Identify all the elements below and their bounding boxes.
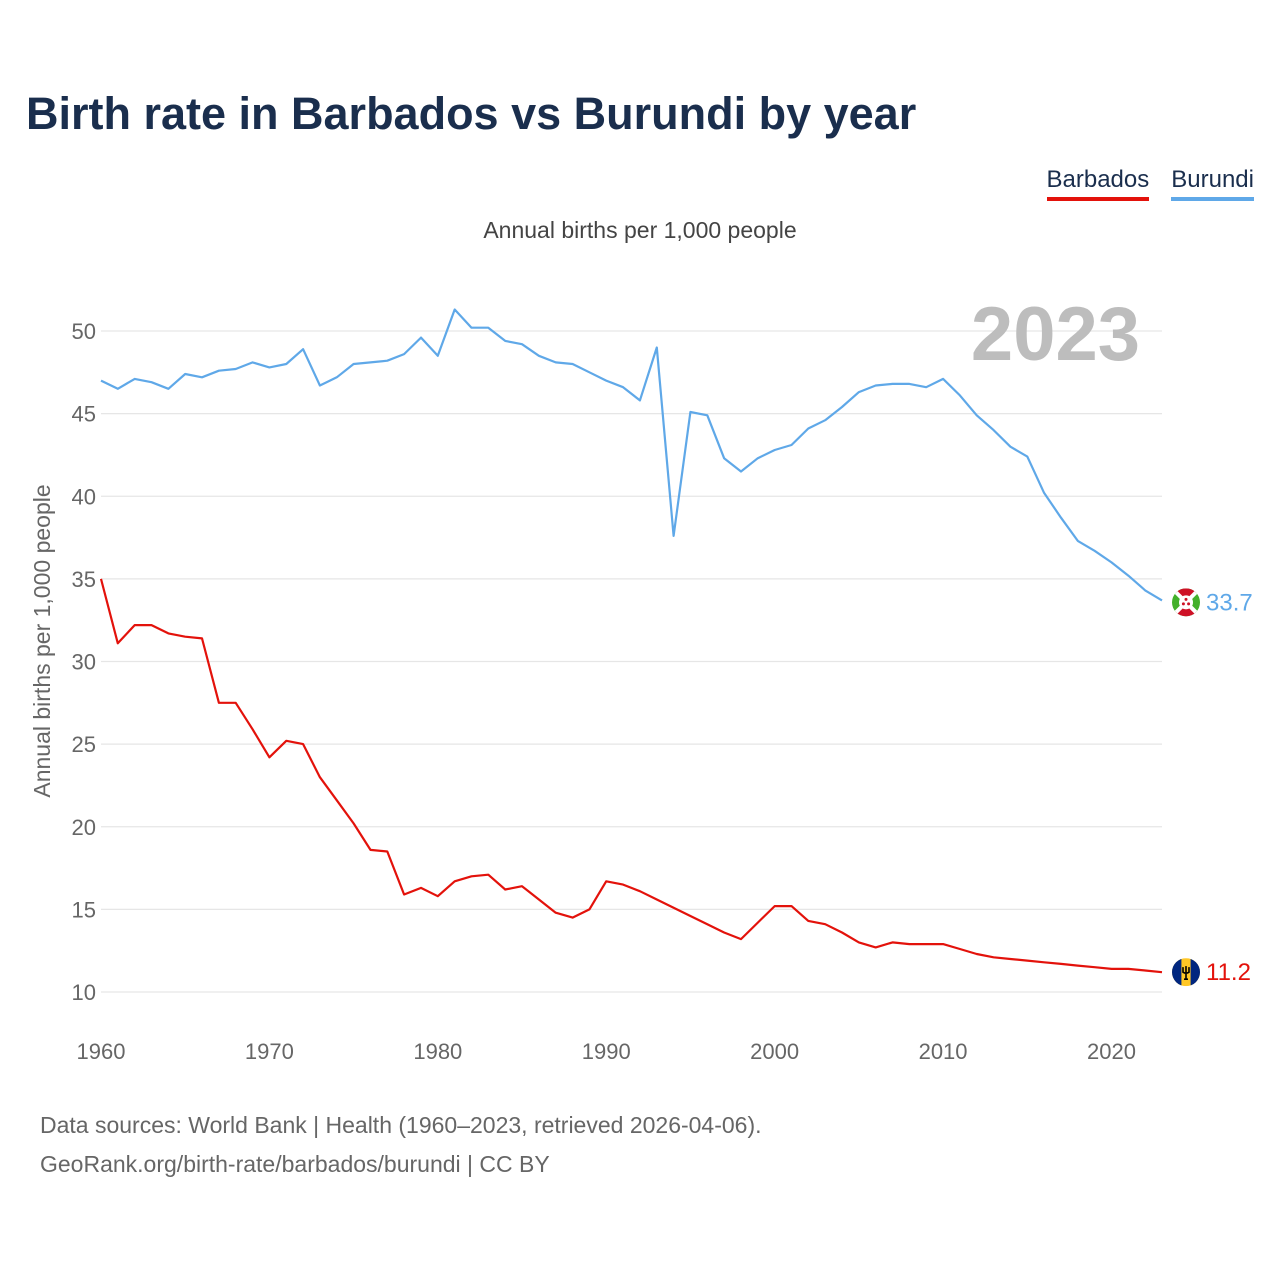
x-tick-label: 1970: [245, 1039, 294, 1064]
y-tick-label: 50: [72, 319, 96, 344]
footer: Data sources: World Bank | Health (1960–…: [40, 1106, 762, 1184]
gridlines: [101, 330, 1162, 993]
x-tick-label: 2020: [1087, 1039, 1136, 1064]
y-tick-label: 40: [72, 484, 96, 509]
y-tick-label: 25: [72, 732, 96, 757]
x-tick-label: 1990: [582, 1039, 631, 1064]
series-line-burundi[interactable]: [100, 308, 1163, 602]
y-axis-ticks: 10 15 20 25 30 35 40 45 50: [72, 319, 96, 1005]
end-label-barbados: 11.2: [1206, 959, 1251, 986]
chart-title: Birth rate in Barbados vs Burundi by yea…: [26, 88, 917, 139]
legend-item-burundi[interactable]: Burundi: [1171, 166, 1254, 201]
legend-item-barbados[interactable]: Barbados: [1046, 166, 1150, 201]
y-tick-label: 45: [72, 402, 96, 427]
chart-subtitle: Annual births per 1,000 people: [483, 217, 797, 243]
year-watermark: 2023: [971, 292, 1140, 377]
x-tick-label: 2000: [750, 1039, 799, 1064]
y-tick-label: 20: [72, 815, 96, 840]
x-tick-label: 1960: [77, 1039, 126, 1064]
series-lines: [99, 308, 1163, 974]
x-tick-label: 1980: [413, 1039, 462, 1064]
line-chart: 10 15 20 25 30 35 40 45 50 1960 1970 1980 1990 2000 2…: [29, 292, 1253, 1064]
y-tick-label: 10: [72, 980, 96, 1005]
y-tick-label: 30: [72, 650, 96, 675]
barbados-flag-icon: [1172, 958, 1200, 987]
end-label-burundi: 33.7: [1206, 589, 1253, 616]
burundi-flag-icon: [1172, 588, 1200, 617]
y-tick-label: 35: [72, 567, 96, 592]
y-tick-label: 15: [72, 897, 96, 922]
y-axis-label: Annual births per 1,000 people: [29, 484, 55, 797]
legend: Barbados Burundi: [1046, 166, 1254, 201]
footer-sources: Data sources: World Bank | Health (1960–…: [40, 1112, 762, 1138]
series-line-barbados[interactable]: [99, 578, 1163, 974]
x-tick-label: 2010: [919, 1039, 968, 1064]
footer-url[interactable]: GeoRank.org/birth-rate/barbados/burundi …: [40, 1151, 550, 1177]
x-axis-ticks: 1960 1970 1980 1990 2000 2010 2020: [77, 1039, 1136, 1064]
